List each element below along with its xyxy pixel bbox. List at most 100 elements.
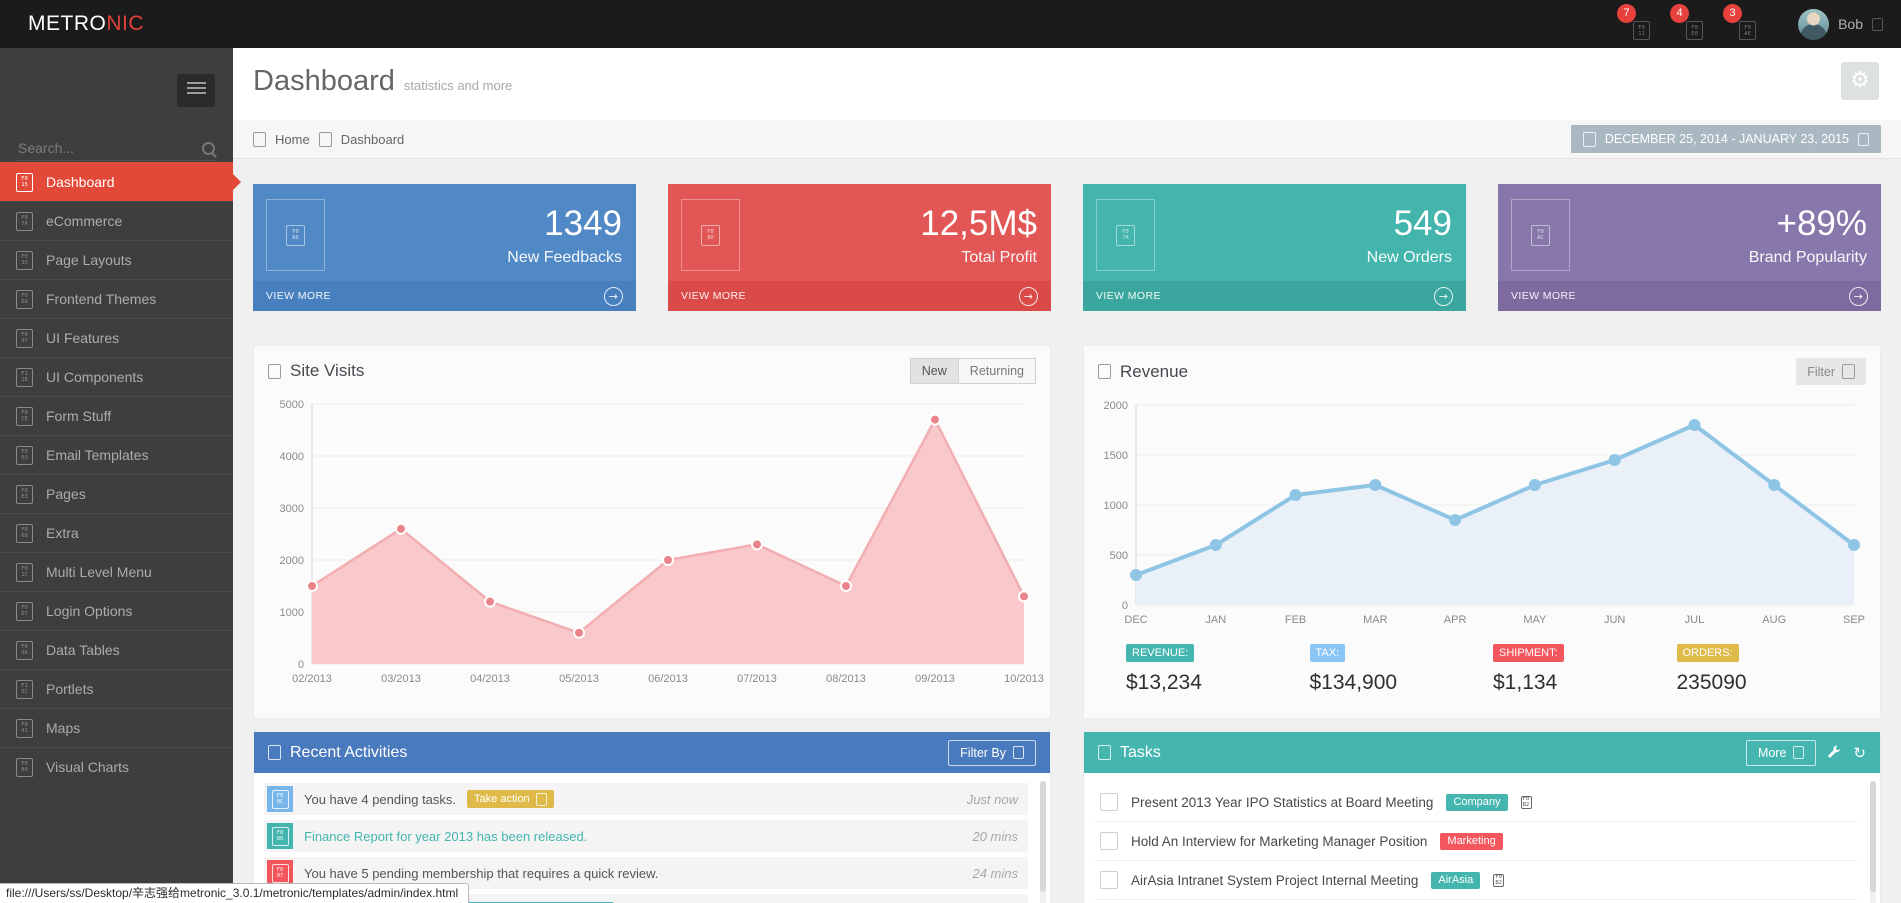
svg-text:MAR: MAR — [1363, 614, 1388, 626]
sidebar-item-extra[interactable]: F0 6B Extra — [0, 513, 233, 552]
stat-value: 1349 — [544, 204, 622, 243]
settings-gear-button[interactable]: ⚙ — [1841, 62, 1879, 100]
svg-text:500: 500 — [1110, 550, 1128, 562]
svg-text:MAY: MAY — [1523, 614, 1547, 626]
sidebar-item-frontend-themes[interactable]: F0 68 Frontend Themes — [0, 279, 233, 318]
svg-text:1000: 1000 — [1104, 500, 1128, 512]
task-tag[interactable]: AirAsia — [1431, 871, 1481, 889]
stat-cards-row: F0 86 1349 New Feedbacks VIEW MORE → F0 80 12,5M… — [233, 159, 1901, 311]
caret-down-icon — [1858, 132, 1869, 146]
sidebar-item-visual-charts[interactable]: F0 80 Visual Charts — [0, 747, 233, 786]
stat-card-icon-frame: F0 7A — [1096, 199, 1155, 271]
stat-card-new-orders[interactable]: F0 7A 549 New Orders VIEW MORE → — [1083, 184, 1466, 311]
activity-link[interactable]: Finance Report for year 2013 has been re… — [304, 828, 588, 844]
sidebar-toggle-button[interactable] — [177, 74, 215, 107]
stat-card-brand-popularity[interactable]: F0 AC +89% Brand Popularity VIEW MORE → — [1498, 184, 1881, 311]
task-tag[interactable]: Company — [1446, 793, 1508, 811]
svg-text:DEC: DEC — [1124, 614, 1147, 626]
sidebar-item-label: UI Features — [46, 330, 120, 346]
view-more-link[interactable]: VIEW MORE → — [253, 281, 636, 311]
sidebar-item-ecommerce[interactable]: F0 7A eCommerce — [0, 201, 233, 240]
menu-item-icon: F0 35 — [16, 250, 33, 270]
sidebar-item-data-tables[interactable]: F0 0A Data Tables — [0, 630, 233, 669]
site-visits-toggle-group: New Returning — [909, 358, 1036, 384]
sidebar-item-dashboard[interactable]: F0 15 Dashboard — [0, 162, 233, 201]
notification-icon[interactable]: 4 F0 E0 — [1670, 3, 1704, 41]
browser-status-tooltip: file:///Users/ss/Desktop/辛志强给metronic_3.… — [0, 883, 470, 903]
stat-card-total-profit[interactable]: F0 80 12,5M$ Total Profit VIEW MORE → — [668, 184, 1051, 311]
activity-tag[interactable]: Take action — [467, 790, 554, 808]
calendar-icon — [1582, 131, 1596, 147]
menu-item-icon: F0 E3 — [16, 484, 33, 504]
sidebar-menu: F0 15 Dashboard F0 7A eCommerce F0 35 Page Layou… — [0, 162, 233, 786]
sidebar-item-email-templates[interactable]: F0 03 Email Templates — [0, 435, 233, 474]
wrench-icon[interactable] — [1827, 745, 1842, 760]
page-subtitle: statistics and more — [403, 78, 513, 93]
new-visitors-button[interactable]: New — [909, 358, 959, 384]
panel-title-text: Site Visits — [290, 361, 365, 380]
menu-item-icon: F0 1C — [16, 562, 33, 582]
task-text: Hold An Interview for Marketing Manager … — [1131, 833, 1428, 849]
sidebar-item-portlets[interactable]: F1 5C Portlets — [0, 669, 233, 708]
user-menu[interactable]: Bob — [1798, 8, 1883, 40]
revenue-filter-button[interactable]: Filter — [1796, 358, 1866, 385]
view-more-link[interactable]: VIEW MORE → — [668, 281, 1051, 311]
task-checkbox[interactable] — [1100, 832, 1118, 850]
arrow-right-circle-icon: → — [604, 286, 623, 306]
app-logo[interactable]: METRONIC — [28, 12, 144, 36]
activities-scrollbar[interactable] — [1040, 781, 1046, 903]
notification-icon[interactable]: 3 F0 AE — [1723, 3, 1757, 41]
svg-text:4000: 4000 — [280, 451, 304, 463]
notification-icon[interactable]: 7 F0 11 — [1617, 3, 1651, 41]
task-checkbox[interactable] — [1100, 871, 1118, 889]
tasks-panel: Tasks More ↻ Present 2013 Year IPO Stati… — [1083, 731, 1881, 903]
header-glyph-icon: F0 AE — [1739, 21, 1757, 41]
logo-text-white: METRO — [28, 12, 107, 35]
task-tag[interactable]: Marketing — [1440, 832, 1503, 850]
filter-by-button[interactable]: Filter By — [948, 739, 1036, 766]
stat-value: 549 — [1393, 204, 1452, 243]
tasks-scrollbar[interactable] — [1870, 781, 1876, 903]
sidebar-item-label: UI Components — [46, 369, 144, 385]
sidebar-item-label: Portlets — [46, 681, 94, 697]
svg-text:JUN: JUN — [1604, 614, 1625, 626]
activity-time: 20 mins — [972, 828, 1018, 844]
sidebar-item-multi-level-menu[interactable]: F0 1C Multi Level Menu — [0, 552, 233, 591]
notification-count-badge: 7 — [1617, 3, 1637, 23]
svg-text:2000: 2000 — [280, 555, 304, 567]
breadcrumb-home[interactable]: Home — [275, 131, 310, 147]
date-range-picker[interactable]: DECEMBER 25, 2014 - JANUARY 23, 2015 — [1570, 125, 1881, 153]
arrow-right-circle-icon: → — [1434, 286, 1453, 306]
panel-checkbox-icon — [268, 745, 281, 760]
sidebar-item-page-layouts[interactable]: F0 35 Page Layouts — [0, 240, 233, 279]
stat-card-new-feedbacks[interactable]: F0 86 1349 New Feedbacks VIEW MORE → — [253, 184, 636, 311]
sidebar-item-pages[interactable]: F0 E3 Pages — [0, 474, 233, 513]
stat-label: Brand Popularity — [1748, 249, 1867, 266]
sidebar-item-maps[interactable]: F0 41 Maps — [0, 708, 233, 747]
activity-time: Just now — [966, 791, 1018, 807]
sidebar-item-label: Extra — [46, 525, 79, 541]
view-more-link[interactable]: VIEW MORE → — [1498, 281, 1881, 311]
sidebar-item-label: Multi Level Menu — [46, 564, 152, 580]
refresh-icon[interactable]: ↻ — [1853, 743, 1866, 762]
sidebar-item-ui-components[interactable]: F1 2E UI Components — [0, 357, 233, 396]
activity-time: 24 mins — [972, 865, 1018, 881]
tasks-more-button[interactable]: More — [1745, 739, 1817, 766]
panel-title-text: Tasks — [1120, 743, 1161, 761]
revenue-stat-badge: TAX: — [1309, 644, 1346, 662]
stat-card-body: F0 80 12,5M$ Total Profit — [668, 184, 1051, 281]
sidebar-item-ui-features[interactable]: F0 97 UI Features — [0, 318, 233, 357]
view-more-link[interactable]: VIEW MORE → — [1083, 281, 1466, 311]
revenue-panel: Revenue Filter 0 500 1000 1500 2000 DEC JAN FEB… — [1083, 345, 1881, 719]
sidebar-item-login-options[interactable]: F0 07 Login Options — [0, 591, 233, 630]
view-more-label: VIEW MORE — [1511, 290, 1576, 302]
sidebar-item-form-stuff[interactable]: F0 CE Form Stuff — [0, 396, 233, 435]
activity-tag[interactable]: Reference Number: DR23923 — [454, 901, 614, 903]
stat-card-body: F0 7A 549 New Orders — [1083, 184, 1466, 281]
task-checkbox[interactable] — [1100, 793, 1118, 811]
filter-label: Filter — [1807, 364, 1835, 379]
returning-visitors-button[interactable]: Returning — [958, 358, 1036, 384]
search-icon[interactable] — [202, 141, 215, 155]
search-input[interactable] — [16, 139, 202, 157]
